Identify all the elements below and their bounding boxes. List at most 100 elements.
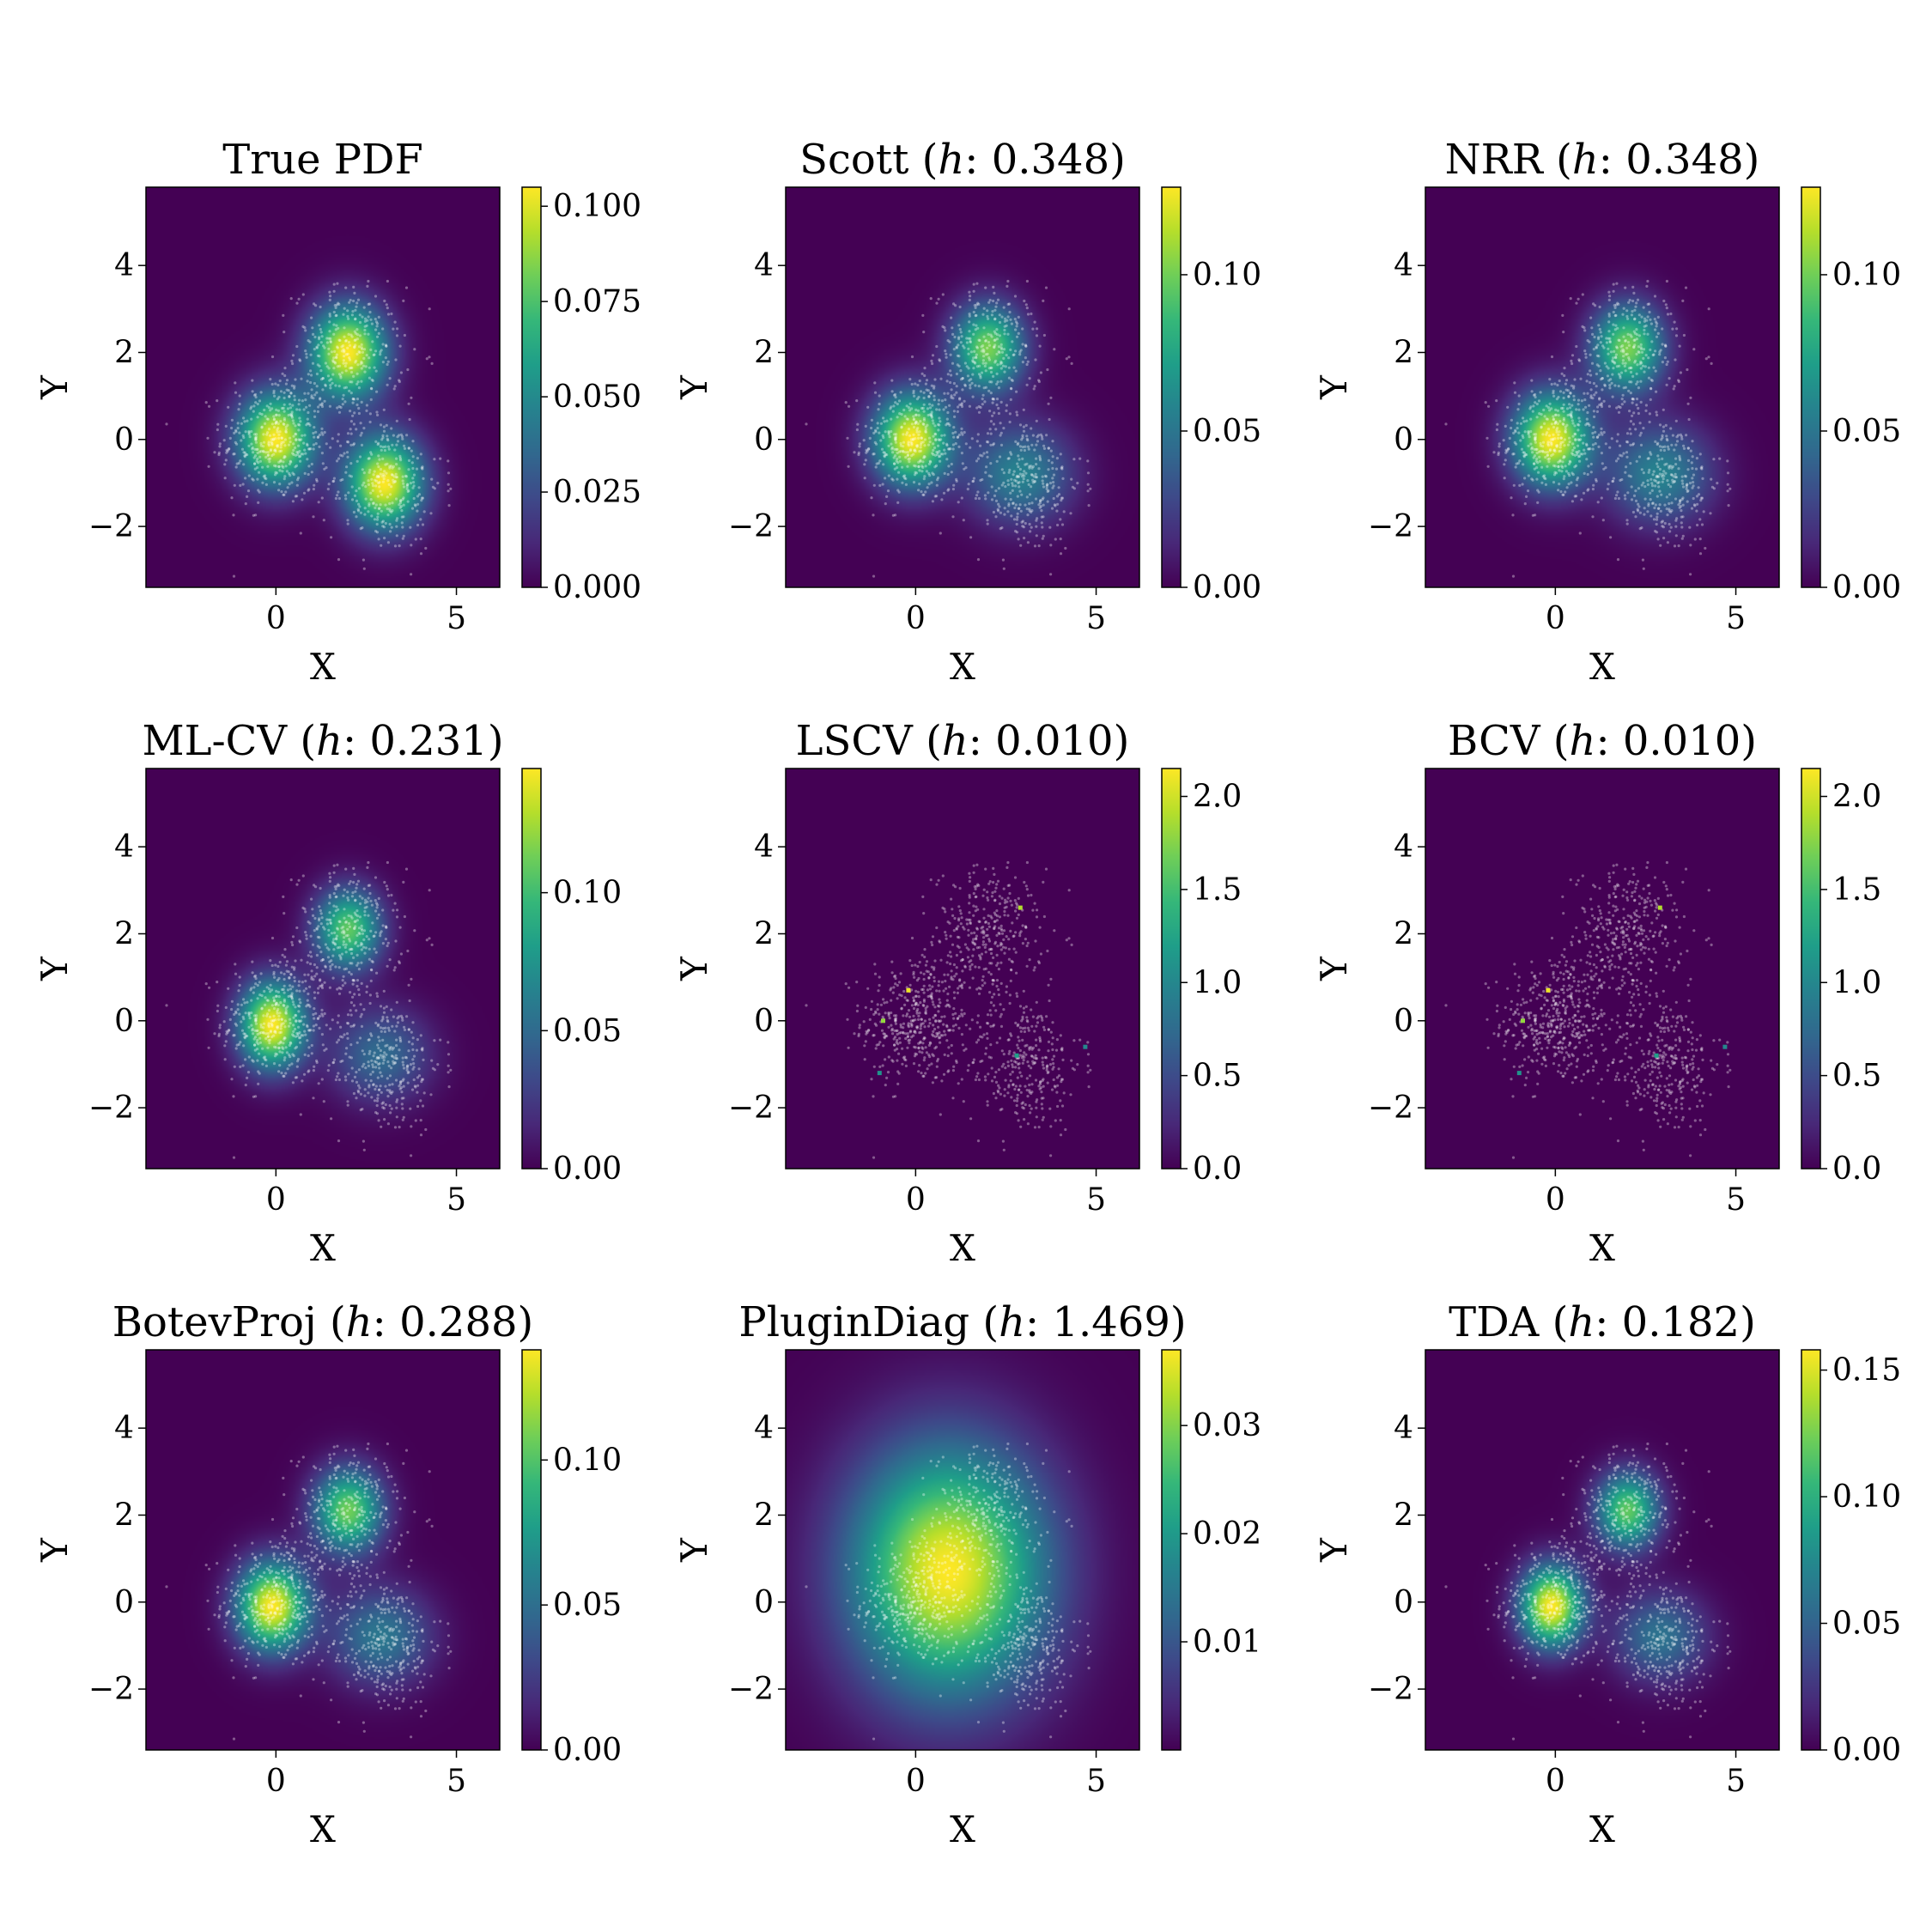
sample-point [346,1100,349,1103]
sample-point [1033,385,1036,388]
sample-point [1596,435,1600,439]
sample-point [278,450,282,453]
sample-point [923,438,927,441]
sample-point [332,283,336,286]
sample-point [269,409,272,412]
sample-point [975,440,979,443]
sample-point [1051,455,1054,459]
sample-point [375,1099,380,1103]
sample-point [1619,405,1622,410]
sample-point [279,390,283,393]
sample-point [1635,372,1638,375]
sample-point [272,970,276,974]
sample-point [922,972,926,975]
sample-point [307,392,310,395]
sample-point [256,1048,259,1051]
sample-point [1008,412,1012,416]
sample-point [277,995,281,999]
sample-point [950,316,953,319]
sample-point [1597,337,1601,341]
sample-point [988,410,992,413]
sample-point [1015,531,1019,534]
sample-point [885,1035,889,1038]
sample-point [1630,380,1633,384]
sample-point [1637,505,1641,508]
sample-point [1002,306,1005,309]
sample-point [373,947,376,951]
sample-point [934,1019,938,1023]
sample-point [380,1091,383,1094]
sample-point [1629,443,1632,447]
sample-point [993,872,996,877]
sample-point [295,495,299,498]
sample-point [406,949,410,953]
sample-point [332,1060,336,1064]
sample-point [1654,503,1657,507]
sample-point [276,1003,280,1006]
sample-point [336,494,339,497]
sample-point [914,471,919,475]
sample-point [902,475,905,478]
sample-point [1011,489,1014,493]
sample-point [360,443,364,447]
sample-point [1053,503,1056,507]
sample-point [368,471,371,474]
sample-point [1054,504,1057,507]
sample-point [254,974,258,978]
sample-point [952,381,956,386]
sample-point [317,925,320,928]
sample-point [945,999,949,1002]
sample-point [913,975,916,979]
sample-point [975,365,979,368]
sample-point [992,442,996,446]
sample-point [339,478,343,483]
sample-point [903,477,907,480]
sample-point [1595,477,1598,482]
sample-point [343,452,346,455]
sample-point [353,291,356,295]
sample-point [409,526,412,529]
sample-point [1601,344,1605,348]
sample-point [928,413,932,416]
sample-point [319,397,322,400]
sample-point [1060,496,1063,500]
sample-point [303,908,307,911]
sample-point [1637,411,1640,416]
sample-point [917,436,920,440]
sample-point [355,914,360,918]
sample-point [917,1046,920,1049]
sample-point [1696,523,1699,527]
sample-point [1550,422,1553,426]
sample-point [246,453,249,457]
sample-point [1530,477,1534,481]
sample-point [916,444,920,447]
sample-point [912,389,915,392]
sample-point [436,482,440,485]
sample-point [1679,459,1682,462]
sample-point [313,991,316,994]
sample-point [287,413,290,417]
sample-point [1617,338,1620,342]
sample-point [1688,526,1692,529]
sample-point [1664,344,1668,348]
sample-point [924,428,927,431]
sample-point [1521,483,1524,486]
sample-point [307,1046,311,1049]
sample-point [367,510,370,513]
sample-point [1562,416,1565,420]
sample-point [1042,299,1045,302]
sample-point [395,1100,398,1103]
sample-point [952,410,956,413]
sample-point [1495,428,1498,432]
sample-point [291,1033,295,1036]
sample-point [401,1118,404,1121]
sample-point [979,1025,982,1029]
sample-point [989,370,993,374]
sample-point [1018,458,1021,461]
sample-point [1000,361,1004,365]
sample-point [331,480,335,483]
sample-point [277,1046,281,1049]
sample-point [392,1015,395,1018]
sample-point [306,442,309,446]
x-tick-label: 0 [266,601,286,636]
